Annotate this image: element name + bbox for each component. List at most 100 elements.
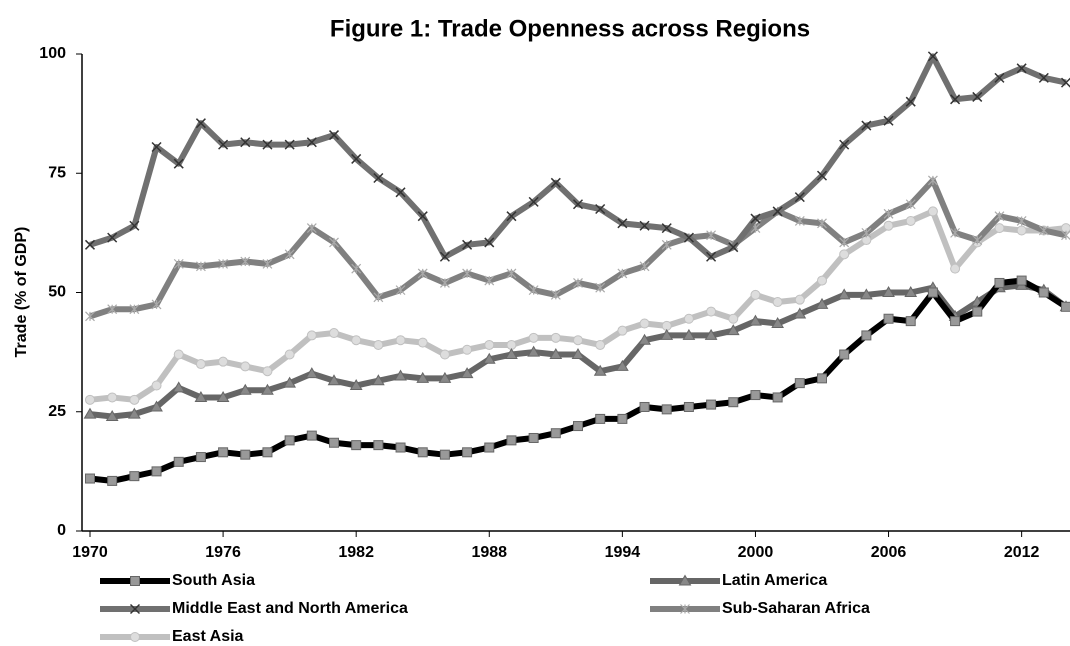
marker xyxy=(373,172,384,184)
marker xyxy=(506,211,517,222)
marker xyxy=(349,379,363,391)
marker xyxy=(1016,63,1027,74)
marker xyxy=(107,232,118,243)
marker xyxy=(129,304,140,315)
marker xyxy=(240,361,251,372)
marker xyxy=(1061,301,1070,312)
marker xyxy=(305,367,319,379)
marker xyxy=(617,413,628,424)
x-tick-label: 1988 xyxy=(471,544,507,561)
marker xyxy=(661,404,672,415)
marker xyxy=(83,407,97,419)
marker xyxy=(306,330,317,341)
marker xyxy=(506,268,517,279)
marker xyxy=(417,337,428,348)
marker xyxy=(1061,230,1070,241)
marker xyxy=(306,223,317,234)
marker xyxy=(105,410,119,422)
marker xyxy=(194,390,208,402)
marker xyxy=(1060,77,1070,88)
marker xyxy=(439,349,450,360)
marker xyxy=(771,317,785,329)
marker xyxy=(395,442,406,453)
marker xyxy=(351,263,362,274)
marker xyxy=(240,137,251,148)
marker xyxy=(639,401,650,412)
marker xyxy=(460,367,474,379)
marker xyxy=(615,359,629,371)
marker xyxy=(329,328,339,339)
marker xyxy=(595,339,606,350)
marker xyxy=(837,288,851,300)
marker xyxy=(750,390,761,401)
marker xyxy=(284,139,295,150)
marker xyxy=(417,211,428,222)
legend-marker xyxy=(680,604,690,614)
marker xyxy=(794,378,805,389)
marker xyxy=(728,397,739,408)
marker xyxy=(617,218,628,229)
marker xyxy=(861,330,872,341)
series-line xyxy=(89,277,1068,484)
marker xyxy=(815,297,829,309)
marker xyxy=(262,366,273,377)
marker xyxy=(1016,225,1027,236)
marker xyxy=(660,328,674,340)
marker xyxy=(417,268,428,279)
marker xyxy=(218,258,229,269)
marker xyxy=(416,371,430,383)
marker xyxy=(107,392,118,403)
marker xyxy=(262,139,273,150)
legend-marker xyxy=(678,574,692,586)
marker xyxy=(328,130,340,141)
marker xyxy=(682,328,696,340)
marker xyxy=(994,72,1005,83)
y-tick-label: 50 xyxy=(48,284,66,301)
marker xyxy=(839,349,850,360)
marker xyxy=(417,447,428,458)
marker xyxy=(462,344,473,355)
marker xyxy=(750,213,761,224)
x-tick-label: 1994 xyxy=(605,544,641,561)
legend-marker xyxy=(130,632,140,642)
marker xyxy=(794,216,805,226)
marker xyxy=(639,220,650,231)
marker xyxy=(129,471,140,482)
marker xyxy=(816,170,828,181)
marker xyxy=(395,187,406,198)
marker xyxy=(329,437,339,448)
marker xyxy=(904,286,918,297)
marker xyxy=(571,348,585,360)
marker xyxy=(883,115,894,126)
marker xyxy=(1038,72,1049,83)
marker xyxy=(195,261,206,272)
marker xyxy=(905,316,916,327)
marker xyxy=(218,139,229,150)
marker xyxy=(151,141,162,153)
legend-label: South Asia xyxy=(172,572,255,589)
marker xyxy=(706,306,717,317)
marker xyxy=(284,249,295,260)
marker xyxy=(438,371,452,383)
marker xyxy=(85,394,95,405)
marker xyxy=(927,175,938,186)
marker xyxy=(550,289,561,300)
marker xyxy=(839,139,850,150)
marker xyxy=(462,447,473,458)
marker xyxy=(1038,287,1049,298)
marker xyxy=(306,430,317,441)
marker xyxy=(706,230,717,241)
marker xyxy=(218,356,229,367)
marker xyxy=(839,249,850,260)
marker xyxy=(927,51,938,62)
x-tick-label: 2012 xyxy=(1004,544,1040,561)
marker xyxy=(1016,216,1027,226)
marker xyxy=(839,237,850,248)
marker xyxy=(882,286,895,297)
marker xyxy=(950,316,961,327)
marker xyxy=(262,447,273,458)
marker xyxy=(972,91,983,102)
legend-label: Middle East and North America xyxy=(172,600,408,617)
marker xyxy=(240,449,251,460)
marker xyxy=(883,220,894,231)
